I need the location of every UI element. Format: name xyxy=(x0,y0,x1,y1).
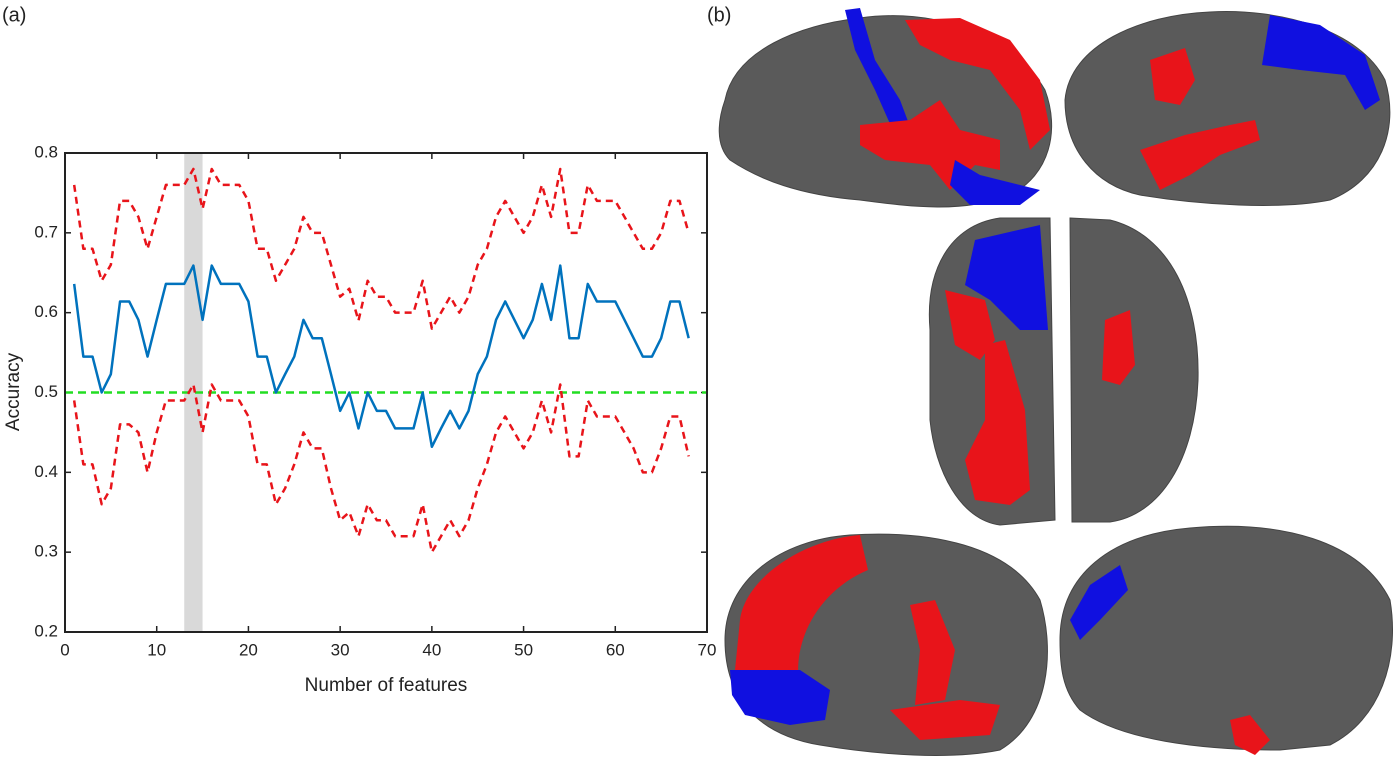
x-tick-label: 0 xyxy=(60,640,69,659)
y-tick-label: 0.5 xyxy=(34,382,58,401)
x-tick-label: 40 xyxy=(422,640,441,659)
y-tick-label: 0.4 xyxy=(34,462,58,481)
y-axis-label: Accuracy xyxy=(3,352,24,431)
x-tick-label: 20 xyxy=(239,640,258,659)
panel-label: (b) xyxy=(707,4,731,26)
x-axis-label: Number of features xyxy=(305,675,468,696)
x-tick-label: 60 xyxy=(606,640,625,659)
axes-frame xyxy=(64,152,708,633)
data-line xyxy=(72,264,690,449)
x-tick-label: 10 xyxy=(147,640,166,659)
y-tick-label: 0.8 xyxy=(34,142,58,161)
x-tick-label: 30 xyxy=(331,640,350,659)
y-tick-label: 0.3 xyxy=(34,542,58,561)
x-tick-label: 70 xyxy=(698,640,717,659)
brain-images xyxy=(718,8,1393,756)
y-tick-label: 0.6 xyxy=(34,302,58,321)
panel-label: (a) xyxy=(2,4,26,26)
data-line xyxy=(72,167,690,330)
data-line xyxy=(72,383,690,554)
plot-area: 0 10 20 30 40 50 60 70 0.2 0.3 0.4 0.5 0.6 0.7 0.8 xyxy=(34,142,716,659)
y-tick-label: 0.2 xyxy=(34,621,58,640)
y-tick-label: 0.7 xyxy=(34,222,58,241)
x-tick-label: 50 xyxy=(514,640,533,659)
